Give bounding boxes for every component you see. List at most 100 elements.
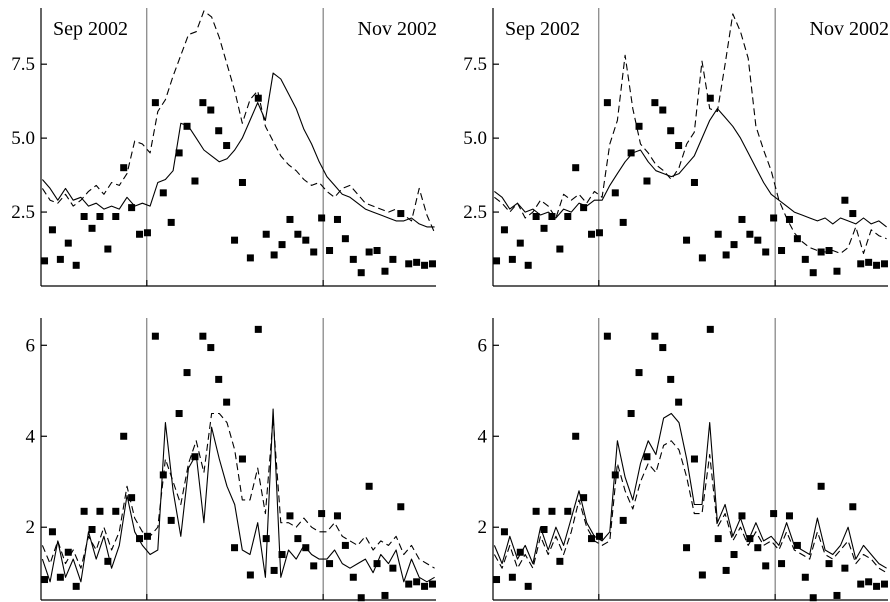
observation-point [270,251,278,259]
observation-point [667,127,675,135]
observation-point [270,566,278,574]
observation-point [817,482,825,490]
month-label-end: Nov 2002 [810,18,889,40]
observation-point [215,375,223,383]
observation-point [357,594,365,602]
observation-point [825,247,833,255]
observation-point [175,149,183,157]
observation-point [128,494,136,502]
observation-point [500,528,508,536]
observation-point [785,512,793,520]
observation-point [880,260,888,268]
observation-point [762,248,770,256]
y-tick-label: 5.0 [11,128,35,149]
y-tick-label: 2 [26,517,36,538]
observation-point [262,230,270,238]
panel-top-right: 2.5 5.0 7.5 Sep 2002 Nov 2002 [463,8,889,287]
observation-point [580,494,588,502]
observation-point [690,178,698,186]
solid-series-line [493,412,887,569]
observation-point [365,482,373,490]
observation-point [770,510,778,518]
observation-point [333,512,341,520]
y-tick-label: 4 [26,426,36,447]
observation-point [207,344,215,352]
observation-point [714,230,722,238]
observation-point [857,260,865,268]
observation-point [619,218,627,226]
dashed-series-line [41,412,435,569]
observation-point [532,213,540,220]
y-tick-label: 6 [26,335,36,356]
observation-point [873,582,881,590]
observation-point [349,573,357,581]
observation-point [833,591,841,599]
observation-point [254,94,262,102]
solid-series-line [41,72,435,228]
observation-point [500,226,508,234]
solid-series-line [494,108,887,228]
observation-point [215,127,223,135]
observation-point [72,261,80,269]
observation-point [785,215,793,223]
observation-point [223,142,231,150]
observation-point [635,122,643,130]
observation-point [548,507,556,515]
observation-point [326,247,334,255]
observation-point [286,215,294,223]
observation-point [683,236,691,244]
observation-point [413,578,421,586]
observation-point [64,548,72,556]
observation-point [349,255,357,263]
observation-point [540,526,548,533]
observation-point [635,369,643,377]
observation-point [809,594,817,602]
observation-point [310,248,318,256]
observation-point [754,236,762,244]
observation-point [690,455,698,463]
observation-point [151,99,159,107]
observation-point [326,560,334,568]
observation-point [88,526,96,533]
observation-point [588,535,596,543]
observation-point [865,258,873,266]
observation-point [310,562,318,570]
observation-point [48,226,56,234]
observation-point [223,398,231,406]
observation-point [516,239,524,247]
panel-bottom-right: 2 4 6 [478,318,888,602]
observation-point [793,235,801,243]
observation-point [595,229,603,237]
observation-point [754,544,762,552]
observation-point [738,512,746,520]
observation-point [675,142,683,150]
observation-point [825,560,833,568]
observation-point [873,261,881,269]
y-tick-label: 2 [478,517,488,538]
observation-point [801,255,809,263]
observation-point [294,230,302,238]
observation-point [405,260,413,268]
observation-point [659,344,667,352]
observation-point [136,535,144,543]
y-tick-label: 7.5 [11,54,35,75]
observation-point [151,332,159,340]
observation-point [675,398,683,406]
observation-point [595,532,603,540]
observation-point [659,106,667,114]
dashed-series-line [41,10,436,234]
y-tick-label: 7.5 [463,54,487,75]
observation-point [706,94,714,102]
month-label-start: Sep 2002 [505,18,580,40]
observation-point [564,507,572,515]
observation-point [619,516,627,524]
observation-point [508,255,516,263]
observation-point [588,230,596,238]
observation-point [389,564,397,572]
observation-point [143,229,151,237]
observation-point [64,239,72,247]
observation-point [96,213,104,220]
observation-point [627,149,635,157]
observation-point [778,560,786,568]
observation-point [136,230,144,238]
